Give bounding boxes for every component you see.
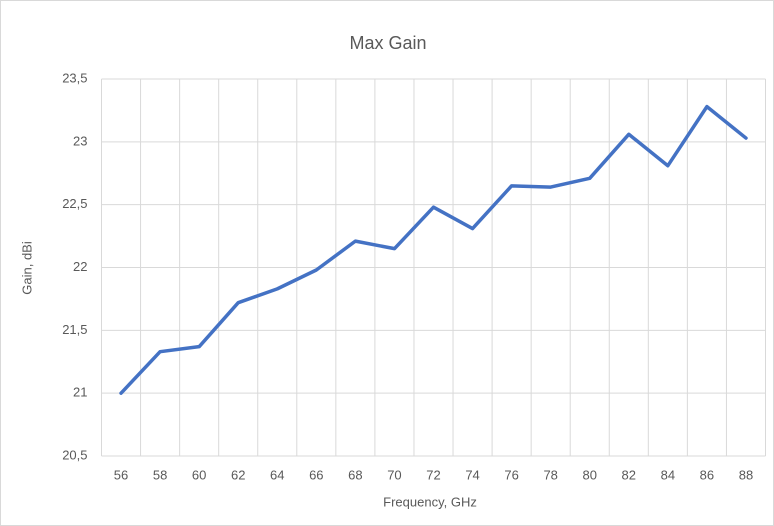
x-tick-label: 84 [661, 467, 675, 482]
x-tick-label: 78 [543, 467, 557, 482]
x-tick-label: 86 [700, 467, 714, 482]
chart-title: Max Gain [349, 33, 426, 53]
x-tick-label: 70 [387, 467, 401, 482]
x-tick-label: 64 [270, 467, 284, 482]
x-tick-label: 66 [309, 467, 323, 482]
x-axis-label: Frequency, GHz [383, 494, 477, 509]
x-tick-label: 80 [583, 467, 597, 482]
y-tick-label: 21,5 [62, 322, 87, 337]
x-tick-label: 82 [622, 467, 636, 482]
line-series [119, 104, 748, 395]
x-tick-label: 60 [192, 467, 206, 482]
x-tick-label: 68 [348, 467, 362, 482]
x-tick-label: 88 [739, 467, 753, 482]
y-tick-label: 21 [73, 385, 87, 400]
y-tick-label: 20,5 [62, 447, 87, 462]
y-tick-label: 22 [73, 259, 87, 274]
y-tick-label: 22,5 [62, 196, 87, 211]
x-tick-label: 62 [231, 467, 245, 482]
x-tick-label: 76 [504, 467, 518, 482]
y-tick-label: 23 [73, 133, 87, 148]
x-tick-label: 72 [426, 467, 440, 482]
x-tick-label: 58 [153, 467, 167, 482]
y-tick-label: 23,5 [62, 70, 87, 85]
y-axis-label: Gain, dBi [19, 241, 34, 295]
x-tick-label: 56 [114, 467, 128, 482]
x-tick-label: 74 [465, 467, 479, 482]
